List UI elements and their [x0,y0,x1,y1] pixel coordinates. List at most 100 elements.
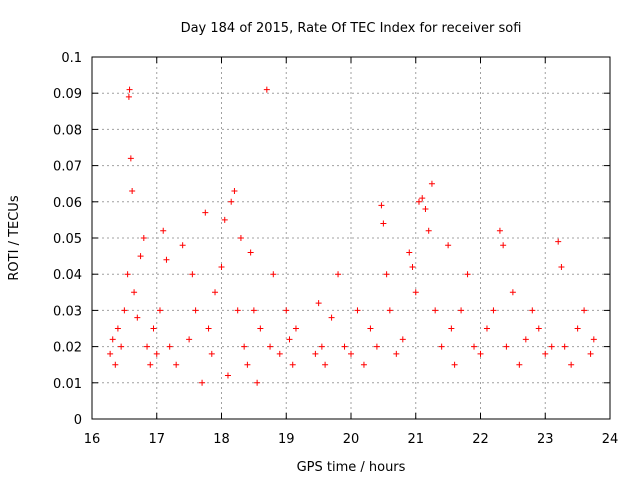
roti-point [581,307,588,314]
y-tick-label: 0.03 [53,304,82,319]
roti-point [415,198,422,205]
x-tick-label: 24 [602,432,619,447]
roti-point [590,336,597,343]
gridlines [92,57,610,419]
roti-point [483,325,490,332]
roti-point [399,336,406,343]
roti-point [192,307,199,314]
roti-point [199,379,206,386]
roti-point [409,263,416,270]
roti-point [490,307,497,314]
roti-point [257,325,264,332]
roti-point [419,195,426,202]
y-tick-label: 0.06 [53,196,82,211]
roti-point [348,350,354,357]
roti-point [318,343,325,350]
roti-point [438,343,445,350]
x-tick-label: 23 [537,432,554,447]
roti-point [383,271,390,278]
roti-point [114,325,121,332]
roti-point [125,93,132,100]
roti-point [109,336,116,343]
roti-point [270,271,277,278]
roti-point [503,343,510,350]
axis-ticks [91,56,611,420]
roti-point [156,307,163,314]
roti-point [263,86,270,93]
x-tick-label: 17 [148,432,165,447]
roti-point [205,325,212,332]
roti-point [267,343,274,350]
roti-point [322,361,329,368]
roti-point [126,86,133,93]
roti-point [464,271,471,278]
roti-point [561,343,568,350]
roti-point [425,227,432,234]
x-axis-label: GPS time / hours [297,460,406,475]
roti-point [587,350,594,357]
roti-point [380,220,387,227]
roti-point [312,350,319,357]
y-tick-label: 0.02 [53,341,82,356]
roti-point [150,325,157,332]
y-tick-label: 0.04 [53,268,82,283]
roti-point [166,343,173,350]
roti-point [118,343,125,350]
x-tick-label: 19 [278,432,295,447]
roti-point [448,325,455,332]
roti-point [451,361,458,368]
roti-point [221,216,228,223]
roti-point [367,325,374,332]
roti-point [516,361,523,368]
x-tick-label: 16 [84,432,101,447]
roti-point [574,325,581,332]
roti-point [458,307,465,314]
roti-point [445,242,452,249]
roti-point [147,361,154,368]
roti-point [276,350,283,357]
roti-point [292,325,299,332]
roti-point [315,300,322,307]
x-tick-label: 22 [472,432,489,447]
roti-point [250,307,257,314]
roti-point [286,336,293,343]
roti-point [234,307,241,314]
roti-point [134,314,141,321]
roti-point [254,379,261,386]
roti-point [131,289,138,296]
roti-point [535,325,542,332]
roti-point [144,343,151,350]
roti-point [568,361,575,368]
roti-point [189,271,196,278]
roti-point [354,307,361,314]
chart-title: Day 184 of 2015, Rate Of TEC Index for r… [181,21,522,36]
roti-point [477,350,484,357]
roti-point [173,361,180,368]
y-tick-label: 0.09 [53,87,82,102]
roti-point [529,307,536,314]
roti-point [140,235,147,241]
roti-point [496,227,503,234]
roti-point [471,343,478,350]
roti-point [428,180,435,187]
roti-point [186,336,193,343]
roti-point [542,350,549,357]
roti-point [247,249,254,256]
roti-point [432,307,439,314]
roti-point [127,155,134,162]
roti-point [378,202,385,209]
roti-point [406,249,413,256]
roti-point [289,361,296,368]
roti-point [237,235,244,241]
roti-point [137,253,144,260]
roti-point [241,343,248,350]
roti-point [555,238,562,245]
y-tick-label: 0.05 [53,232,82,247]
y-tick-label: 0.08 [53,123,82,138]
roti-point [129,187,136,194]
x-tick-label: 18 [213,432,230,447]
roti-point [335,271,342,278]
roti-point [202,209,209,216]
roti-point [244,361,251,368]
roti-point [522,336,529,343]
